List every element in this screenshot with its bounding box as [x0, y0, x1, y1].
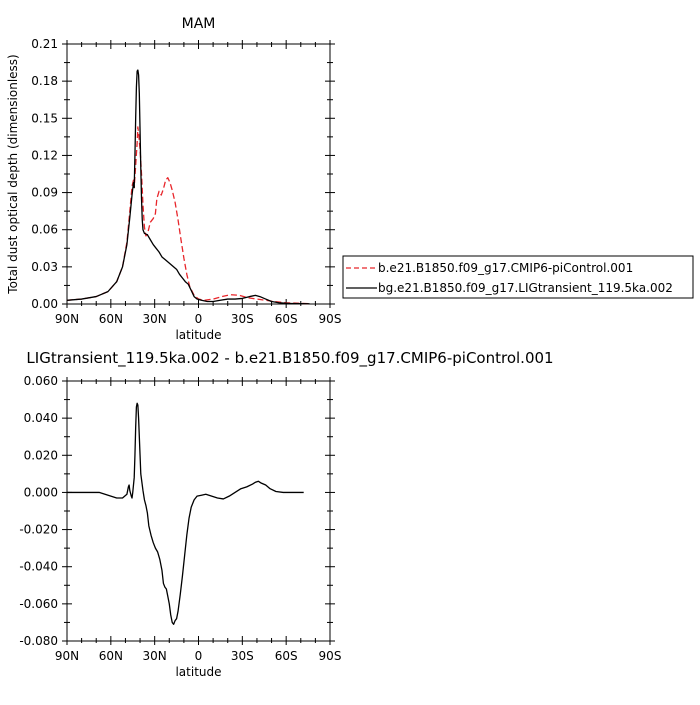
y-tick-label: 0.00: [31, 297, 58, 311]
y-tick-label: 0.09: [31, 186, 58, 200]
series-line: [66, 126, 310, 305]
x-tick-label: 30N: [143, 312, 167, 326]
y-tick-label: 0.06: [31, 223, 58, 237]
y-tick-label: 0.020: [24, 448, 58, 462]
series-line: [66, 69, 310, 305]
plot-frame: [66, 43, 331, 305]
y-tick-label: 0.040: [24, 411, 58, 425]
x-tick-label: 0: [195, 649, 203, 663]
series-line: [67, 402, 304, 625]
x-tick-label: 90N: [55, 312, 79, 326]
x-tick-label: 60S: [275, 312, 298, 326]
x-tick-label: 30N: [143, 649, 167, 663]
y-tick-label: 0.000: [24, 485, 58, 499]
x-tick-label: 60N: [99, 312, 123, 326]
y-tick-label: 0.21: [31, 37, 58, 51]
y-tick-label: 0.03: [31, 260, 58, 274]
y-tick-label: 0.15: [31, 111, 58, 125]
y-tick-label: 0.12: [31, 148, 58, 162]
legend-label: b.e21.B1850.f09_g17.CMIP6-piControl.001: [378, 261, 633, 275]
x-axis-label: latitude: [175, 328, 221, 342]
x-tick-label: 30S: [231, 312, 254, 326]
chart-title: MAM: [182, 16, 216, 32]
x-tick-label: 90S: [319, 312, 342, 326]
x-tick-label: 30S: [231, 649, 254, 663]
plot-frame: [66, 380, 331, 642]
y-tick-label: -0.060: [19, 597, 58, 611]
y-tick-label: -0.020: [19, 523, 58, 537]
chart-title: LIGtransient_119.5ka.002 - b.e21.B1850.f…: [26, 349, 553, 368]
y-tick-label: 0.18: [31, 74, 58, 88]
x-tick-label: 60N: [99, 649, 123, 663]
y-tick-label: -0.040: [19, 560, 58, 574]
x-axis-label: latitude: [175, 665, 221, 679]
y-tick-label: 0.060: [24, 374, 58, 388]
x-tick-label: 0: [195, 312, 203, 326]
x-tick-label: 90S: [319, 649, 342, 663]
legend-box: [342, 255, 694, 299]
y-tick-label: -0.080: [19, 634, 58, 648]
y-axis-label: Total dust optical depth (dimensionless): [6, 54, 20, 294]
x-tick-label: 60S: [275, 649, 298, 663]
x-tick-label: 90N: [55, 649, 79, 663]
legend-label: bg.e21.B1850.f09_g17.LIGtransient_119.5k…: [378, 281, 673, 295]
